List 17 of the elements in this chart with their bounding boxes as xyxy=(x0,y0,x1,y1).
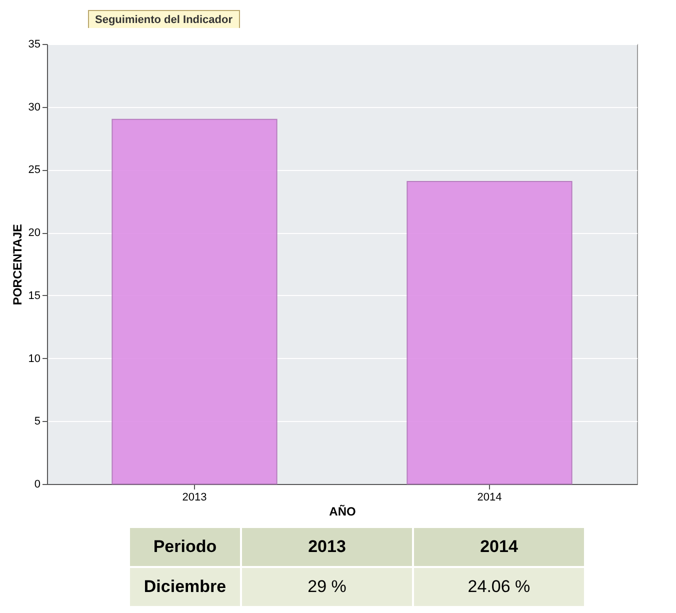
y-tick-label: 10 xyxy=(28,352,40,365)
text: Periodo xyxy=(130,528,240,566)
chart-title: Seguimiento del Indicador xyxy=(88,10,240,30)
text: Diciembre xyxy=(130,568,240,606)
data-label: 29 % xyxy=(242,568,412,606)
category-label: 2013 xyxy=(308,537,346,556)
category-label: 2014 xyxy=(480,537,518,556)
y-tick-label: 5 xyxy=(34,416,40,428)
y-tick-label: 0 xyxy=(34,478,40,490)
data-label: 24.06 % xyxy=(414,568,584,606)
x-axis-title: AÑO xyxy=(329,504,356,518)
y-tick-label: 30 xyxy=(28,101,40,114)
y-tick-label: 25 xyxy=(28,164,40,176)
y-tick-label: 20 xyxy=(28,227,40,240)
y-tick-label: 15 xyxy=(28,290,40,302)
y-tick-label: 35 xyxy=(28,38,40,50)
y-axis-title: PORCENTAJE xyxy=(10,224,24,306)
